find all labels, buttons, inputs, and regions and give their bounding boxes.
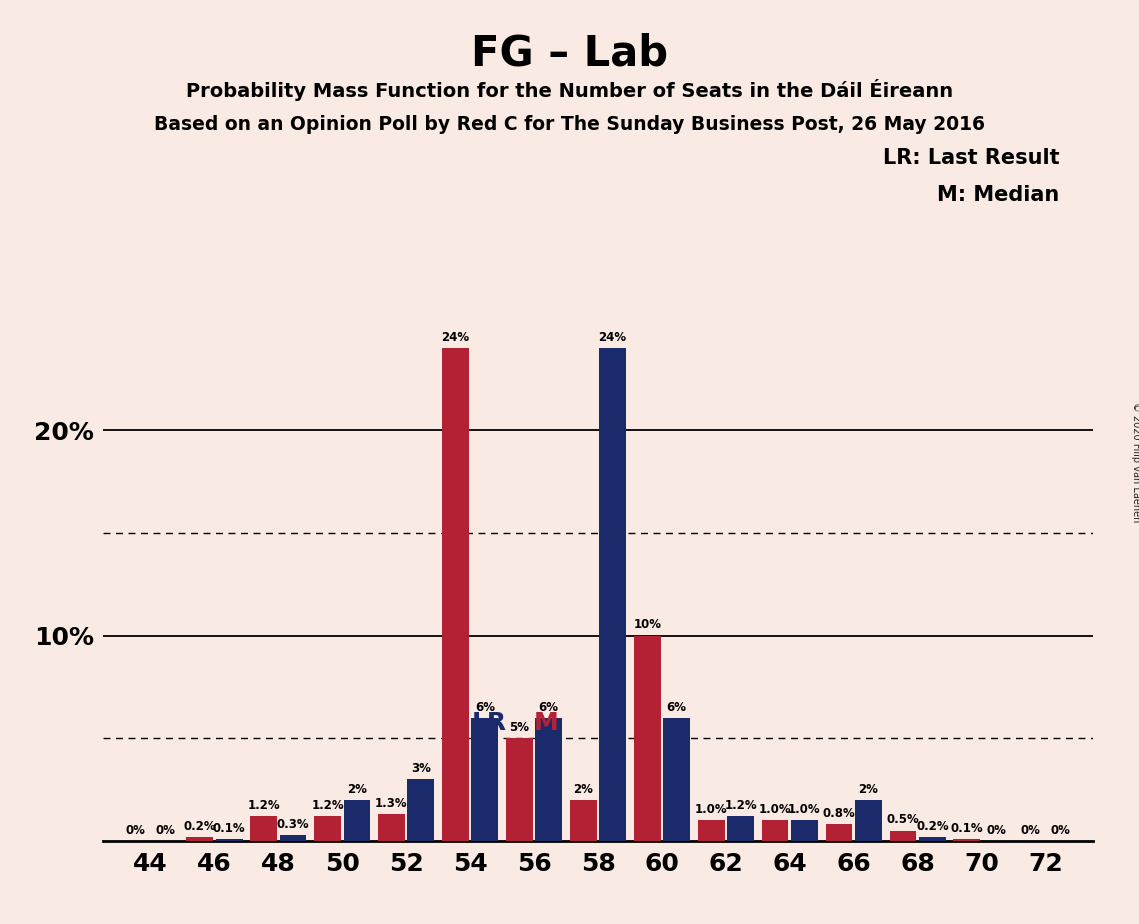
Text: 0.1%: 0.1% [213,821,245,834]
Text: M: M [534,711,559,736]
Text: FG – Lab: FG – Lab [470,32,669,74]
Text: Probability Mass Function for the Number of Seats in the Dáil Éireann: Probability Mass Function for the Number… [186,79,953,101]
Text: 24%: 24% [599,331,626,344]
Bar [279,834,306,841]
Bar [855,800,882,841]
Text: 6%: 6% [539,700,559,713]
Text: 2%: 2% [859,783,878,796]
Text: 0%: 0% [1050,823,1071,837]
Bar [792,821,818,841]
Text: 6%: 6% [666,700,687,713]
Bar [633,636,661,841]
Text: 0%: 0% [125,823,146,837]
Text: 24%: 24% [441,331,469,344]
Text: 1.0%: 1.0% [759,803,792,816]
Bar [472,718,498,841]
Text: 1.2%: 1.2% [724,799,756,812]
Text: Based on an Opinion Poll by Red C for The Sunday Business Post, 26 May 2016: Based on an Opinion Poll by Red C for Th… [154,116,985,135]
Text: 3%: 3% [411,762,431,775]
Text: 1.0%: 1.0% [788,803,821,816]
Bar [762,821,788,841]
Text: 1.0%: 1.0% [695,803,728,816]
Bar [890,831,917,841]
Bar [344,800,370,841]
Text: 1.2%: 1.2% [247,799,280,812]
Bar [251,816,277,841]
Text: 6%: 6% [475,700,494,713]
Bar [570,800,597,841]
Bar [215,839,243,841]
Bar [826,824,852,841]
Bar [378,814,404,841]
Text: LR: Last Result: LR: Last Result [883,148,1059,168]
Text: M: Median: M: Median [937,185,1059,205]
Bar [663,718,690,841]
Bar [506,738,533,841]
Text: © 2020 Filip van Laenen: © 2020 Filip van Laenen [1131,402,1139,522]
Text: 5%: 5% [509,721,530,734]
Bar [314,816,341,841]
Text: 2%: 2% [347,783,367,796]
Text: 0.2%: 0.2% [916,820,949,833]
Bar [408,779,434,841]
Text: 0%: 0% [1021,823,1041,837]
Text: 0.5%: 0.5% [886,813,919,826]
Text: 0.1%: 0.1% [951,821,983,834]
Text: 1.2%: 1.2% [311,799,344,812]
Bar [442,348,469,841]
Bar [698,821,724,841]
Text: 2%: 2% [573,783,593,796]
Text: 0.2%: 0.2% [183,820,216,833]
Text: 0.3%: 0.3% [277,818,310,831]
Bar [187,837,213,841]
Bar [535,718,563,841]
Text: LR: LR [473,711,507,736]
Text: 0%: 0% [155,823,175,837]
Bar [599,348,626,841]
Bar [953,839,981,841]
Text: 0.8%: 0.8% [822,808,855,821]
Text: 0%: 0% [986,823,1006,837]
Text: 10%: 10% [633,618,662,631]
Bar [919,837,945,841]
Bar [727,816,754,841]
Text: 1.3%: 1.3% [375,797,408,810]
